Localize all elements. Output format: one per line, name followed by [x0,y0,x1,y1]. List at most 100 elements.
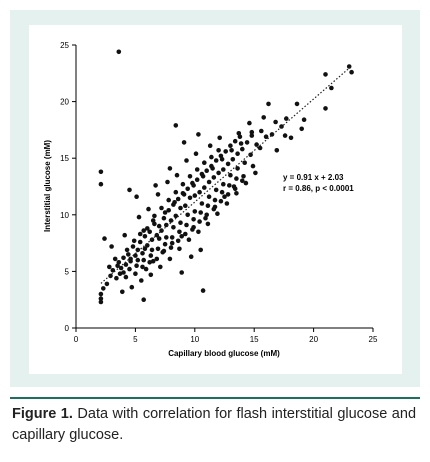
data-point [216,170,221,176]
data-point [112,256,118,262]
data-point [102,236,107,241]
data-point [224,201,230,206]
data-point [206,194,212,199]
data-point [128,256,133,262]
data-point [228,172,233,178]
data-point [261,115,266,120]
data-point [161,215,167,221]
data-point [204,168,209,173]
data-point [127,187,132,193]
y-axis-title: Interstitial glucose (mM) [43,140,52,232]
y-tick-label: 0 [65,324,70,333]
data-point [234,191,239,196]
data-point [121,255,126,261]
chart-card: 0 5 10 15 20 25 0 5 10 15 20 25 Capillary blood glu… [29,25,402,374]
data-point [234,176,239,181]
data-point [244,140,250,145]
data-point [181,140,187,145]
x-tick-label: 25 [369,335,378,344]
data-point [222,194,227,199]
data-point [198,247,203,253]
data-point [185,186,190,192]
data-point [149,247,155,253]
data-point [216,148,221,153]
data-point [192,209,198,214]
data-point [241,174,246,179]
data-point [145,226,150,231]
data-point [166,208,171,213]
data-point [172,200,177,205]
data-point [174,172,180,178]
data-point [329,85,334,91]
data-point [177,246,182,252]
data-point [323,72,328,77]
data-point [143,266,149,272]
data-point [183,231,188,237]
data-point [167,256,173,262]
data-point [194,167,200,172]
data-point [181,192,187,197]
data-point [200,174,206,179]
data-point [178,220,183,225]
data-point [210,166,215,171]
data-point [169,240,175,246]
data-point [217,135,222,141]
data-point [236,131,242,136]
data-point [180,181,186,187]
data-point [131,238,137,244]
data-point [249,133,255,138]
data-point [221,167,226,172]
data-point [168,245,174,250]
data-point [205,221,211,227]
data-point [98,299,104,305]
data-point [243,180,249,186]
data-point [223,149,228,154]
data-point [209,154,214,160]
data-point [229,148,234,153]
data-point [211,206,217,212]
data-point [266,101,271,107]
data-point [147,260,152,265]
data-point [183,203,188,208]
data-point [141,297,146,303]
data-point [178,205,183,211]
data-point [179,270,184,275]
y-tick-label: 5 [65,267,70,276]
data-point [206,179,212,185]
data-point [240,146,245,152]
data-point [98,169,104,175]
data-point [190,227,195,232]
data-point [247,120,252,126]
data-point [142,234,148,239]
data-point [218,198,224,204]
x-axis-title: Capillary blood glucose (mM) [168,349,280,358]
data-point [273,119,278,125]
data-point [168,218,174,223]
data-point [188,254,194,259]
data-point [98,296,104,301]
data-point [121,270,126,275]
data-point [198,210,203,215]
data-point [257,145,263,151]
scatter-chart: 0 5 10 15 20 25 0 5 10 15 20 25 Capillary blood glu… [43,41,378,358]
data-point [235,151,240,156]
data-point [299,126,305,132]
data-point [185,212,190,218]
data-point [175,238,181,244]
regression-line [100,65,353,284]
axis-ticks: 0 5 10 15 20 25 0 5 10 15 20 25 [60,41,378,344]
data-point [191,217,196,222]
regression-equation: y = 0.91 x + 2.03 [283,173,344,182]
data-point [197,189,202,195]
data-point [120,289,125,295]
data-point [228,143,233,148]
data-point [282,133,288,138]
figure-caption: Figure 1. Data with correlation for flas… [12,404,416,446]
data-point [109,244,114,249]
data-point [199,201,205,206]
data-point [136,214,142,220]
data-point [156,223,162,229]
data-point [141,257,146,263]
data-point [139,278,144,283]
data-point [123,274,129,280]
